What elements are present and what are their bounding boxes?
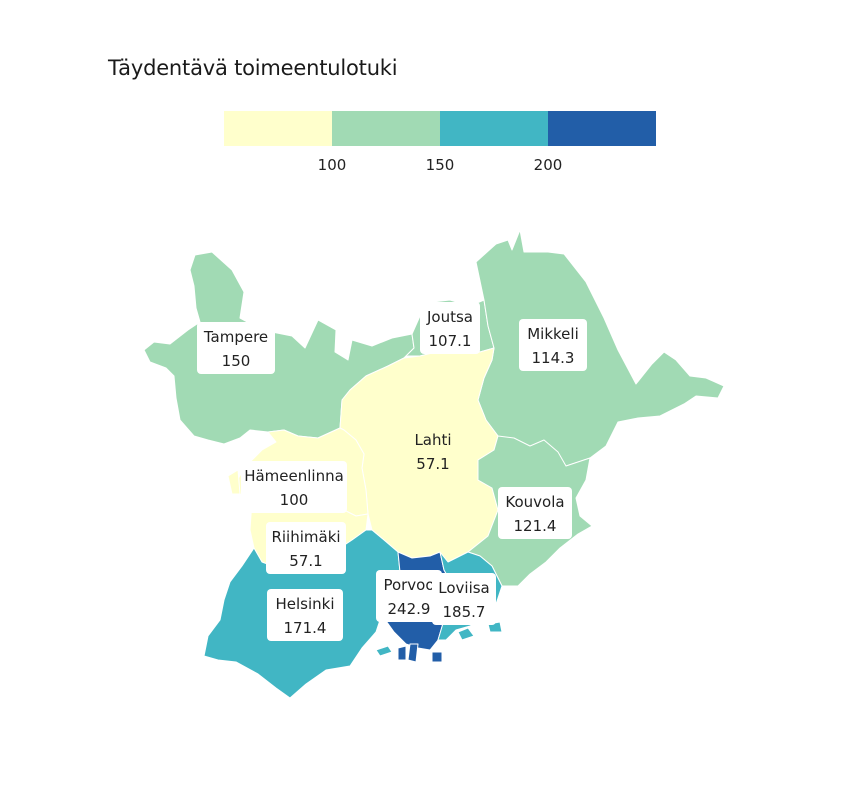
label-value-joutsa: 107.1 <box>429 332 472 350</box>
label-box-helsinki <box>267 589 343 641</box>
label-lahti: Lahti 57.1 <box>414 431 451 473</box>
legend-tick-200: 200 <box>534 156 563 174</box>
label-box-kouvola <box>498 487 572 539</box>
label-value-loviisa: 185.7 <box>443 603 486 621</box>
label-tampere: Tampere 150 <box>197 322 275 374</box>
region-loviisa-island-1 <box>375 645 393 657</box>
label-value-kouvola: 121.4 <box>514 517 557 535</box>
region-porvoo-island-3 <box>431 651 443 663</box>
label-box-loviisa <box>432 573 496 625</box>
label-value-mikkeli: 114.3 <box>532 349 575 367</box>
label-value-hameenlinna: 100 <box>280 491 309 509</box>
label-name-hameenlinna: Hämeenlinna <box>244 467 344 485</box>
legend-bin-4 <box>548 111 656 146</box>
label-name-tampere: Tampere <box>203 328 268 346</box>
legend-bin-3 <box>440 111 548 146</box>
label-mikkeli: Mikkeli 114.3 <box>519 319 587 371</box>
label-box-joutsa <box>420 302 480 354</box>
label-joutsa: Joutsa 107.1 <box>420 302 480 354</box>
label-porvoo: Porvoo 242.9 <box>376 570 442 622</box>
legend-tick-100: 100 <box>318 156 347 174</box>
region-porvoo-island-1 <box>397 645 407 661</box>
label-riihimaki: Riihimäki 57.1 <box>266 522 346 574</box>
label-box-porvoo <box>376 570 442 622</box>
region-labels: Tampere 150 Joutsa 107.1 Mikkeli 114.3 L… <box>197 302 587 641</box>
map-title: Täydentävä toimeentulotuki <box>108 56 398 80</box>
label-box-hameenlinna <box>241 461 347 513</box>
label-name-lahti: Lahti <box>414 431 451 449</box>
label-value-helsinki: 171.4 <box>284 619 327 637</box>
label-value-riihimaki: 57.1 <box>289 552 322 570</box>
region-mikkeli[interactable] <box>475 229 725 471</box>
legend: 100 150 200 <box>224 111 656 174</box>
legend-bin-2 <box>332 111 440 146</box>
label-kouvola: Kouvola 121.4 <box>498 487 572 539</box>
label-name-loviisa: Loviisa <box>438 579 490 597</box>
label-name-kouvola: Kouvola <box>505 493 564 511</box>
label-loviisa: Loviisa 185.7 <box>432 573 496 625</box>
label-hameenlinna: Hämeenlinna 100 <box>241 461 347 513</box>
label-value-porvoo: 242.9 <box>388 600 431 618</box>
label-value-lahti: 57.1 <box>416 455 449 473</box>
region-hameenlinna-tip <box>227 469 241 495</box>
label-name-helsinki: Helsinki <box>275 595 334 613</box>
label-box-riihimaki <box>266 522 346 574</box>
label-name-riihimaki: Riihimäki <box>271 528 340 546</box>
region-loviisa-island-2 <box>457 627 475 641</box>
label-helsinki: Helsinki 171.4 <box>267 589 343 641</box>
legend-tick-150: 150 <box>426 156 455 174</box>
region-porvoo-island-2 <box>407 643 419 663</box>
label-box-mikkeli <box>519 319 587 371</box>
label-name-porvoo: Porvoo <box>383 576 434 594</box>
label-box-tampere <box>197 322 275 374</box>
label-value-tampere: 150 <box>222 352 251 370</box>
label-name-mikkeli: Mikkeli <box>527 325 579 343</box>
label-name-joutsa: Joutsa <box>426 308 473 326</box>
legend-bin-1 <box>224 111 332 146</box>
